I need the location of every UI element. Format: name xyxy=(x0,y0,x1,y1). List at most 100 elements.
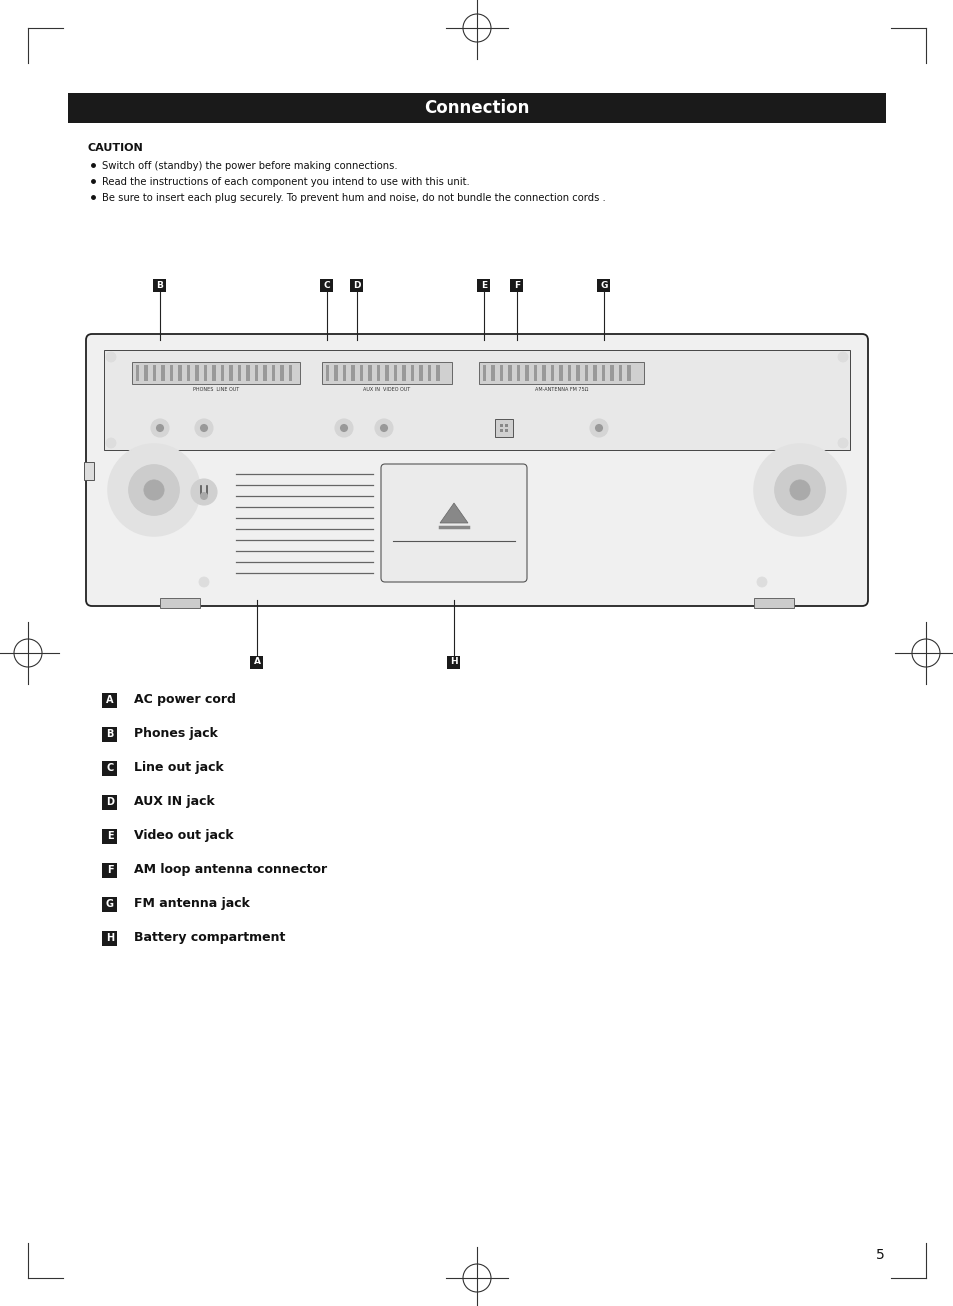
Text: D: D xyxy=(353,281,360,290)
Bar xyxy=(478,362,643,384)
Circle shape xyxy=(375,419,393,438)
Circle shape xyxy=(200,492,208,500)
Text: C: C xyxy=(107,763,113,773)
Circle shape xyxy=(753,444,845,535)
Text: Phones jack: Phones jack xyxy=(133,727,217,741)
Text: E: E xyxy=(480,281,487,290)
Bar xyxy=(376,364,380,381)
Bar xyxy=(504,428,507,432)
Bar xyxy=(504,424,507,427)
Bar xyxy=(178,364,182,381)
Bar xyxy=(102,794,117,810)
Circle shape xyxy=(589,419,607,438)
Circle shape xyxy=(774,465,824,516)
Bar xyxy=(263,364,267,381)
Bar xyxy=(542,364,545,381)
Bar xyxy=(102,930,117,946)
Text: Video out jack: Video out jack xyxy=(133,829,233,842)
Bar xyxy=(152,364,156,381)
Bar xyxy=(610,364,614,381)
Bar xyxy=(213,364,215,381)
Circle shape xyxy=(335,419,353,438)
Bar xyxy=(102,760,117,776)
Bar xyxy=(627,364,630,381)
FancyBboxPatch shape xyxy=(380,464,526,582)
Bar xyxy=(517,364,520,381)
Text: Be sure to insert each plug securely. To prevent hum and noise, do not bundle th: Be sure to insert each plug securely. To… xyxy=(102,193,605,202)
Bar xyxy=(477,278,490,291)
Bar xyxy=(132,362,299,384)
Bar xyxy=(320,278,334,291)
Bar xyxy=(495,419,513,438)
Text: D: D xyxy=(106,797,113,807)
Circle shape xyxy=(595,424,602,432)
Text: A: A xyxy=(106,695,113,705)
Bar xyxy=(230,364,233,381)
Circle shape xyxy=(191,479,216,505)
Bar xyxy=(221,364,224,381)
Bar xyxy=(102,896,117,912)
Bar xyxy=(558,364,562,381)
Bar xyxy=(428,364,431,381)
Text: Switch off (standby) the power before making connections.: Switch off (standby) the power before ma… xyxy=(102,161,397,171)
Bar xyxy=(280,364,284,381)
Bar xyxy=(343,364,346,381)
Circle shape xyxy=(106,438,116,448)
Bar xyxy=(593,364,597,381)
Bar xyxy=(326,364,329,381)
Bar xyxy=(102,726,117,742)
Bar xyxy=(447,656,460,669)
Text: AUX IN jack: AUX IN jack xyxy=(133,795,214,808)
Bar xyxy=(187,364,191,381)
Bar xyxy=(237,364,241,381)
Bar xyxy=(482,364,486,381)
Bar xyxy=(601,364,605,381)
Text: CAUTION: CAUTION xyxy=(88,142,144,153)
Polygon shape xyxy=(439,503,468,522)
Text: E: E xyxy=(107,831,113,841)
Text: B: B xyxy=(156,281,163,290)
Circle shape xyxy=(155,424,164,432)
Text: G: G xyxy=(106,899,113,909)
Text: AUX IN  VIDEO OUT: AUX IN VIDEO OUT xyxy=(363,387,410,392)
Circle shape xyxy=(379,424,388,432)
Bar xyxy=(534,364,537,381)
Bar xyxy=(436,364,439,381)
Circle shape xyxy=(108,444,200,535)
Circle shape xyxy=(106,353,116,362)
Bar xyxy=(584,364,588,381)
Bar xyxy=(491,364,495,381)
Text: C: C xyxy=(323,281,330,290)
Circle shape xyxy=(144,479,164,500)
Bar xyxy=(102,828,117,844)
Text: Line out jack: Line out jack xyxy=(133,761,224,774)
Text: Connection: Connection xyxy=(424,99,529,118)
FancyBboxPatch shape xyxy=(86,334,867,606)
Text: H: H xyxy=(450,657,457,666)
Bar xyxy=(567,364,571,381)
Bar xyxy=(350,278,363,291)
Circle shape xyxy=(837,353,847,362)
Bar xyxy=(68,93,885,123)
Bar xyxy=(499,428,502,432)
Bar xyxy=(204,364,208,381)
Circle shape xyxy=(339,424,348,432)
Bar xyxy=(254,364,258,381)
Bar xyxy=(136,364,139,381)
Text: G: G xyxy=(599,281,607,290)
Bar xyxy=(144,364,148,381)
Bar xyxy=(551,364,554,381)
Text: B: B xyxy=(106,729,113,739)
Circle shape xyxy=(837,438,847,448)
Text: Read the instructions of each component you intend to use with this unit.: Read the instructions of each component … xyxy=(102,178,469,187)
Text: F: F xyxy=(514,281,519,290)
Text: F: F xyxy=(107,865,113,875)
Bar xyxy=(351,364,355,381)
Circle shape xyxy=(789,479,809,500)
Bar xyxy=(510,278,523,291)
Text: PHONES  LINE OUT: PHONES LINE OUT xyxy=(193,387,239,392)
Bar xyxy=(84,462,94,481)
Bar xyxy=(195,364,199,381)
Bar xyxy=(335,364,337,381)
Text: Battery compartment: Battery compartment xyxy=(133,931,285,944)
